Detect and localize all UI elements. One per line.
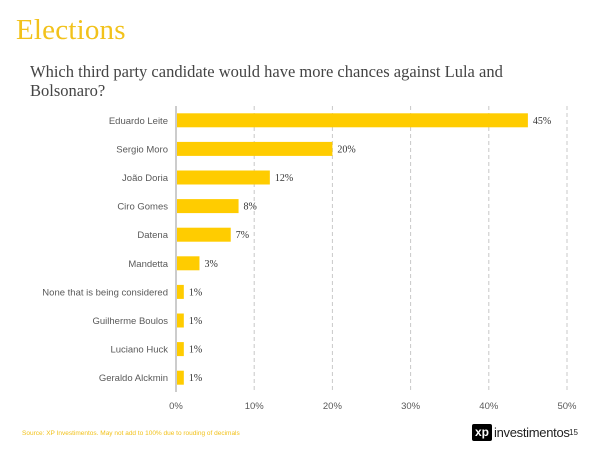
bar: [177, 141, 333, 156]
bar: [177, 313, 184, 328]
data-label: 12%: [275, 173, 293, 184]
logo-mark: xp: [472, 423, 493, 441]
data-label: 7%: [236, 230, 249, 241]
bar: [177, 284, 184, 299]
data-label: 1%: [189, 373, 202, 384]
data-label: 45%: [533, 116, 551, 127]
data-label: 20%: [337, 144, 355, 155]
category-label: Eduardo Leite: [109, 116, 168, 127]
x-tick-label: 0%: [169, 401, 183, 412]
category-label: Mandetta: [128, 259, 168, 270]
bar: [177, 256, 200, 271]
page-number: 15: [569, 428, 578, 437]
category-label: None that is being considered: [42, 287, 168, 298]
data-label: 1%: [189, 345, 202, 356]
category-label: Guilherme Boulos: [92, 316, 168, 327]
x-tick-label: 20%: [323, 401, 343, 412]
x-tick-label: 30%: [401, 401, 421, 412]
bar: [177, 342, 184, 357]
logo-text: investimentos: [494, 424, 570, 440]
category-label: Luciano Huck: [110, 345, 168, 356]
bar: [177, 227, 231, 242]
bar: [177, 370, 184, 385]
data-label: 3%: [204, 259, 217, 270]
category-label: João Doria: [122, 173, 169, 184]
chart-question: Which third party candidate would have m…: [30, 62, 503, 100]
bar: [177, 199, 239, 214]
slide-title: Elections: [16, 14, 126, 46]
x-tick-label: 10%: [245, 401, 265, 412]
data-label: 8%: [244, 202, 257, 213]
bar: [177, 170, 270, 185]
x-tick-label: 40%: [479, 401, 499, 412]
bar: [177, 113, 528, 128]
data-label: 1%: [189, 316, 202, 327]
data-label: 1%: [189, 287, 202, 298]
source-footnote: Source: XP Investimentos. May not add to…: [22, 430, 240, 437]
category-label: Datena: [137, 230, 168, 241]
category-label: Sergio Moro: [116, 144, 168, 155]
category-label: Geraldo Alckmin: [99, 373, 168, 384]
category-label: Ciro Gomes: [117, 202, 168, 213]
xp-investimentos-logo: xp investimentos: [472, 423, 570, 441]
x-tick-label: 50%: [557, 401, 577, 412]
